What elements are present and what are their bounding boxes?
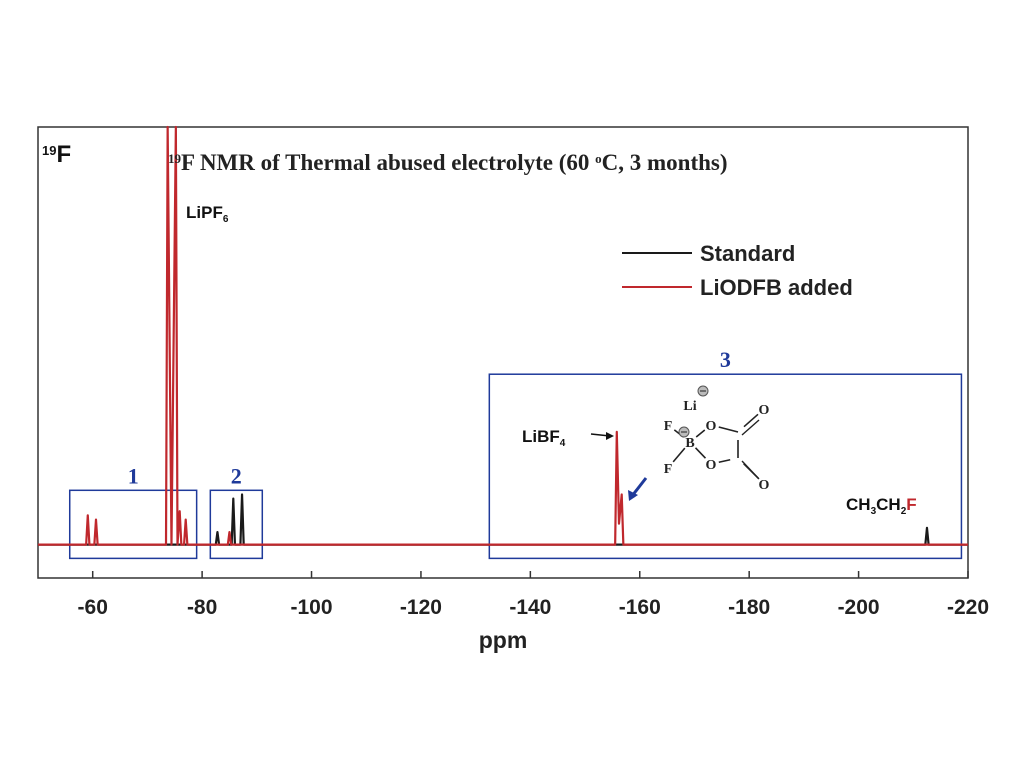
text-part: 4 (560, 438, 566, 449)
arrows (590, 432, 648, 501)
x-tick-label: -100 (291, 596, 333, 619)
region-label: 3 (720, 347, 731, 372)
text-part: o (595, 151, 602, 166)
x-tick-label: -140 (509, 596, 551, 619)
x-axis-label: ppm (479, 627, 528, 653)
atom-label: O (706, 458, 717, 473)
bond (743, 413, 759, 428)
x-tick-label: -200 (838, 596, 880, 619)
nucleus-label: 19F (42, 141, 71, 168)
x-tick-label: -120 (400, 596, 442, 619)
text-part: 3 (871, 506, 877, 517)
text-part: F (906, 495, 916, 514)
bond (694, 447, 707, 459)
bond (741, 419, 760, 436)
text-part: LiBF (522, 427, 560, 446)
text-part: CH (876, 495, 901, 514)
text-part: 2 (901, 506, 907, 517)
atom-label: F (664, 462, 673, 477)
bond (718, 426, 739, 433)
region-box (209, 489, 264, 560)
x-tick-label: -180 (728, 596, 770, 619)
atom-label: O (759, 478, 770, 493)
legend-label: Standard (700, 241, 795, 266)
bond (672, 447, 686, 463)
x-tick-label: -160 (619, 596, 661, 619)
text-part: C, 3 months) (602, 150, 728, 175)
text-part: 6 (223, 214, 229, 225)
atom-label: O (706, 419, 717, 434)
region-label: 1 (128, 463, 139, 488)
bond (741, 460, 760, 480)
x-tick-label: -80 (187, 596, 217, 619)
text-part: F NMR of Thermal abused electrolyte (60 (181, 150, 595, 175)
text-part: 19 (42, 143, 56, 158)
atom-label: Li (683, 399, 696, 414)
region-box (488, 373, 963, 560)
text-part: CH (846, 495, 871, 514)
spectrum-line (38, 125, 968, 546)
atom-label: O (759, 403, 770, 418)
x-tick-label: -60 (78, 596, 108, 619)
bond (718, 458, 731, 464)
text-part: LiPF (186, 203, 223, 222)
region-box (68, 489, 198, 560)
text-part: F (56, 141, 71, 168)
chart-title: 19F NMR of Thermal abused electrolyte (6… (168, 150, 728, 175)
legend-label: LiODFB added (700, 275, 853, 300)
bond (695, 429, 706, 438)
annotation: LiBF4 (522, 427, 566, 449)
region-label: 2 (231, 463, 242, 488)
x-tick-label: -220 (947, 596, 989, 619)
annotation: LiPF6 (186, 203, 229, 225)
text-part: 19 (168, 151, 182, 166)
atom-label: F (664, 419, 673, 434)
annotation: CH3CH2F (846, 495, 917, 517)
atom-label: B (685, 436, 694, 451)
plot-frame (37, 126, 969, 579)
